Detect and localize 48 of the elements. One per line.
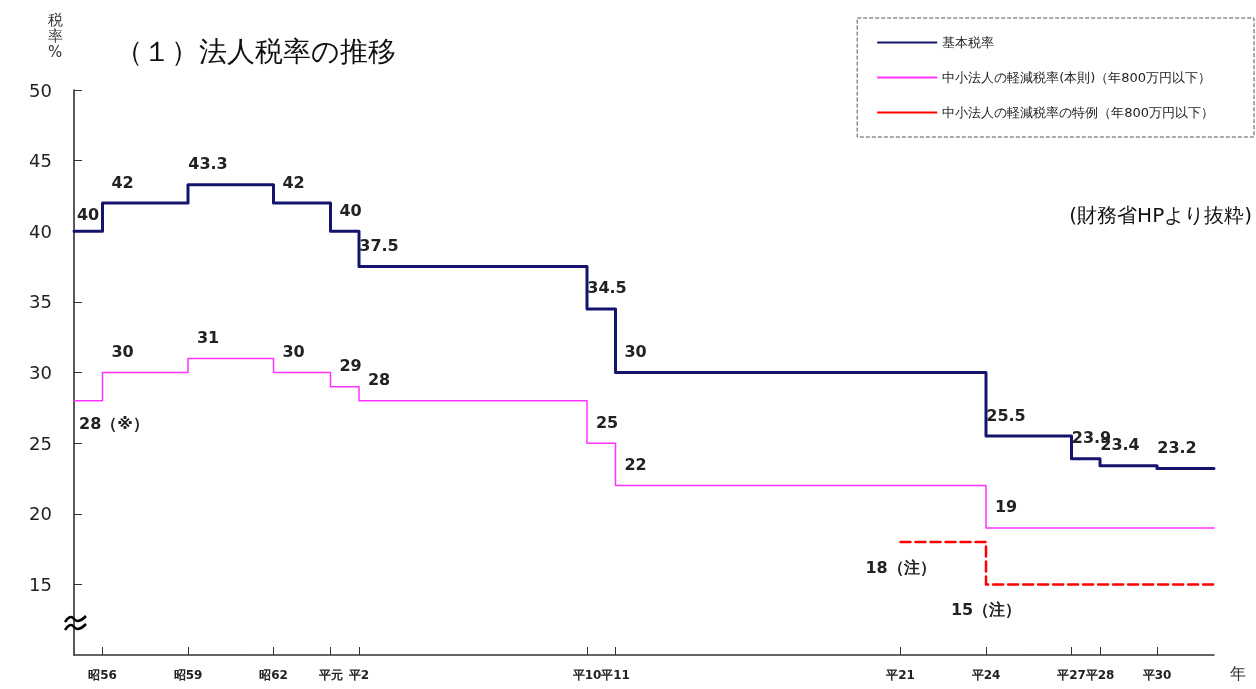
data-label: 28（※） [79,414,149,434]
x-tick-label: 昭62 [259,668,288,682]
data-label: 18（注） [865,557,936,577]
legend-label: 基本税率 [942,35,995,50]
data-label: 40 [76,204,100,224]
data-label: 28 [367,370,391,390]
x-axis-title: 年 [1230,663,1246,683]
data-label: 25 [595,412,619,432]
legend-label: 中小法人の軽減税率の特例（年800万円以下） [942,105,1215,120]
y-tick-label: 35 [29,291,52,313]
x-tick-label: 平28 [1084,668,1115,682]
chart-title: （１）法人税率の推移 [115,34,396,68]
x-tick-label: 平2 [347,668,370,682]
data-label: 40 [339,200,362,220]
y-tick-label: 40 [29,220,52,242]
data-label: 15（注） [950,599,1022,619]
x-tick-label: 平元 [317,668,343,682]
x-tick-label: 平10 [571,668,602,682]
x-tick-label: 平21 [885,668,915,682]
y-tick-label: 30 [29,362,52,383]
data-label: 42 [111,172,134,192]
data-label: 30 [624,342,647,361]
data-label: 19 [994,497,1018,517]
y-axis-title: 税率% [48,11,63,61]
data-label: 29 [339,356,362,376]
data-label: 43.3 [188,154,228,174]
x-tick-label: 平27 [1056,668,1086,682]
legend-label: 中小法人の軽減税率(本則)（年800万円以下） [942,70,1212,85]
data-label: 31 [196,327,220,347]
y-tick-label: 15 [29,573,52,595]
data-label: 25.5 [986,405,1026,425]
x-tick-label: 昭56 [88,668,117,682]
y-tick-label: 50 [29,79,52,101]
x-tick-label: 平11 [600,668,630,682]
annotation: (財務省HPより抜粋) [1069,203,1253,227]
data-label: 34.5 [587,278,627,298]
data-label: 42 [282,172,305,192]
y-tick-label: 45 [29,150,52,172]
data-label: 30 [282,342,305,361]
y-tick-label: 20 [29,503,52,525]
data-label: 30 [111,342,134,361]
data-label: 23.2 [1157,438,1197,458]
x-tick-label: 平30 [1141,668,1172,682]
y-tick-label: 25 [29,432,52,454]
data-label: 22 [624,455,647,474]
x-tick-label: 昭59 [173,668,203,682]
data-label: 37.5 [359,236,399,256]
x-tick-label: 平24 [970,668,1001,682]
